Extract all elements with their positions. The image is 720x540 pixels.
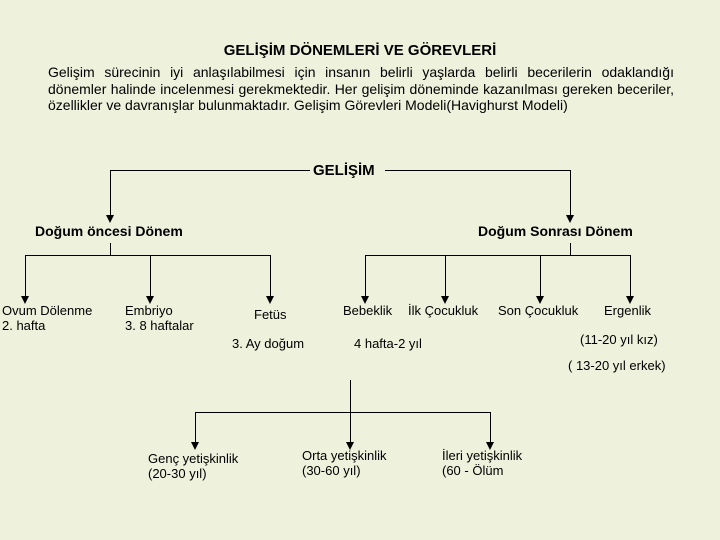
ovum-leaf: Ovum Dölenme 2. hafta <box>2 303 92 333</box>
fetus-line1: Fetüs <box>254 307 287 322</box>
early-child-label: İlk Çocukluk <box>408 303 478 318</box>
adolescence-sub2: ( 13-20 yıl erkek) <box>568 358 666 373</box>
adolescence-label: Ergenlik <box>604 303 651 318</box>
middle-adult-line2: (30-60 yıl) <box>302 463 387 478</box>
infancy-sub: 4 hafta-2 yıl <box>354 336 422 351</box>
late-adult-line1: İleri yetişkinlik <box>442 448 522 463</box>
late-adult-leaf: İleri yetişkinlik (60 - Ölüm <box>442 448 522 478</box>
young-adult-leaf: Genç yetişkinlik (20-30 yıl) <box>148 451 238 481</box>
fetus-line2: 3. Ay doğum <box>232 336 304 351</box>
middle-adult-leaf: Orta yetişkinlik (30-60 yıl) <box>302 448 387 478</box>
embryo-line1: Embriyo <box>125 303 194 318</box>
prenatal-node: Doğum öncesi Dönem <box>35 223 183 239</box>
body-paragraph: Gelişim sürecinin iyi anlaşılabilmesi iç… <box>48 64 674 114</box>
root-node: GELİŞİM <box>313 162 375 179</box>
adolescence-sub1: (11-20 yıl kız) <box>580 332 658 347</box>
infancy-label: Bebeklik <box>343 303 392 318</box>
ovum-line2: 2. hafta <box>2 318 92 333</box>
embryo-line2: 3. 8 haftalar <box>125 318 194 333</box>
slide-title: GELİŞİM DÖNEMLERİ VE GÖREVLERİ <box>0 42 720 59</box>
late-child-label: Son Çocukluk <box>498 303 578 318</box>
young-adult-line1: Genç yetişkinlik <box>148 451 238 466</box>
embryo-leaf: Embriyo 3. 8 haftalar <box>125 303 194 333</box>
postnatal-node: Doğum Sonrası Dönem <box>478 223 633 239</box>
middle-adult-line1: Orta yetişkinlik <box>302 448 387 463</box>
young-adult-line2: (20-30 yıl) <box>148 466 238 481</box>
ovum-line1: Ovum Dölenme <box>2 303 92 318</box>
late-adult-line2: (60 - Ölüm <box>442 463 522 478</box>
